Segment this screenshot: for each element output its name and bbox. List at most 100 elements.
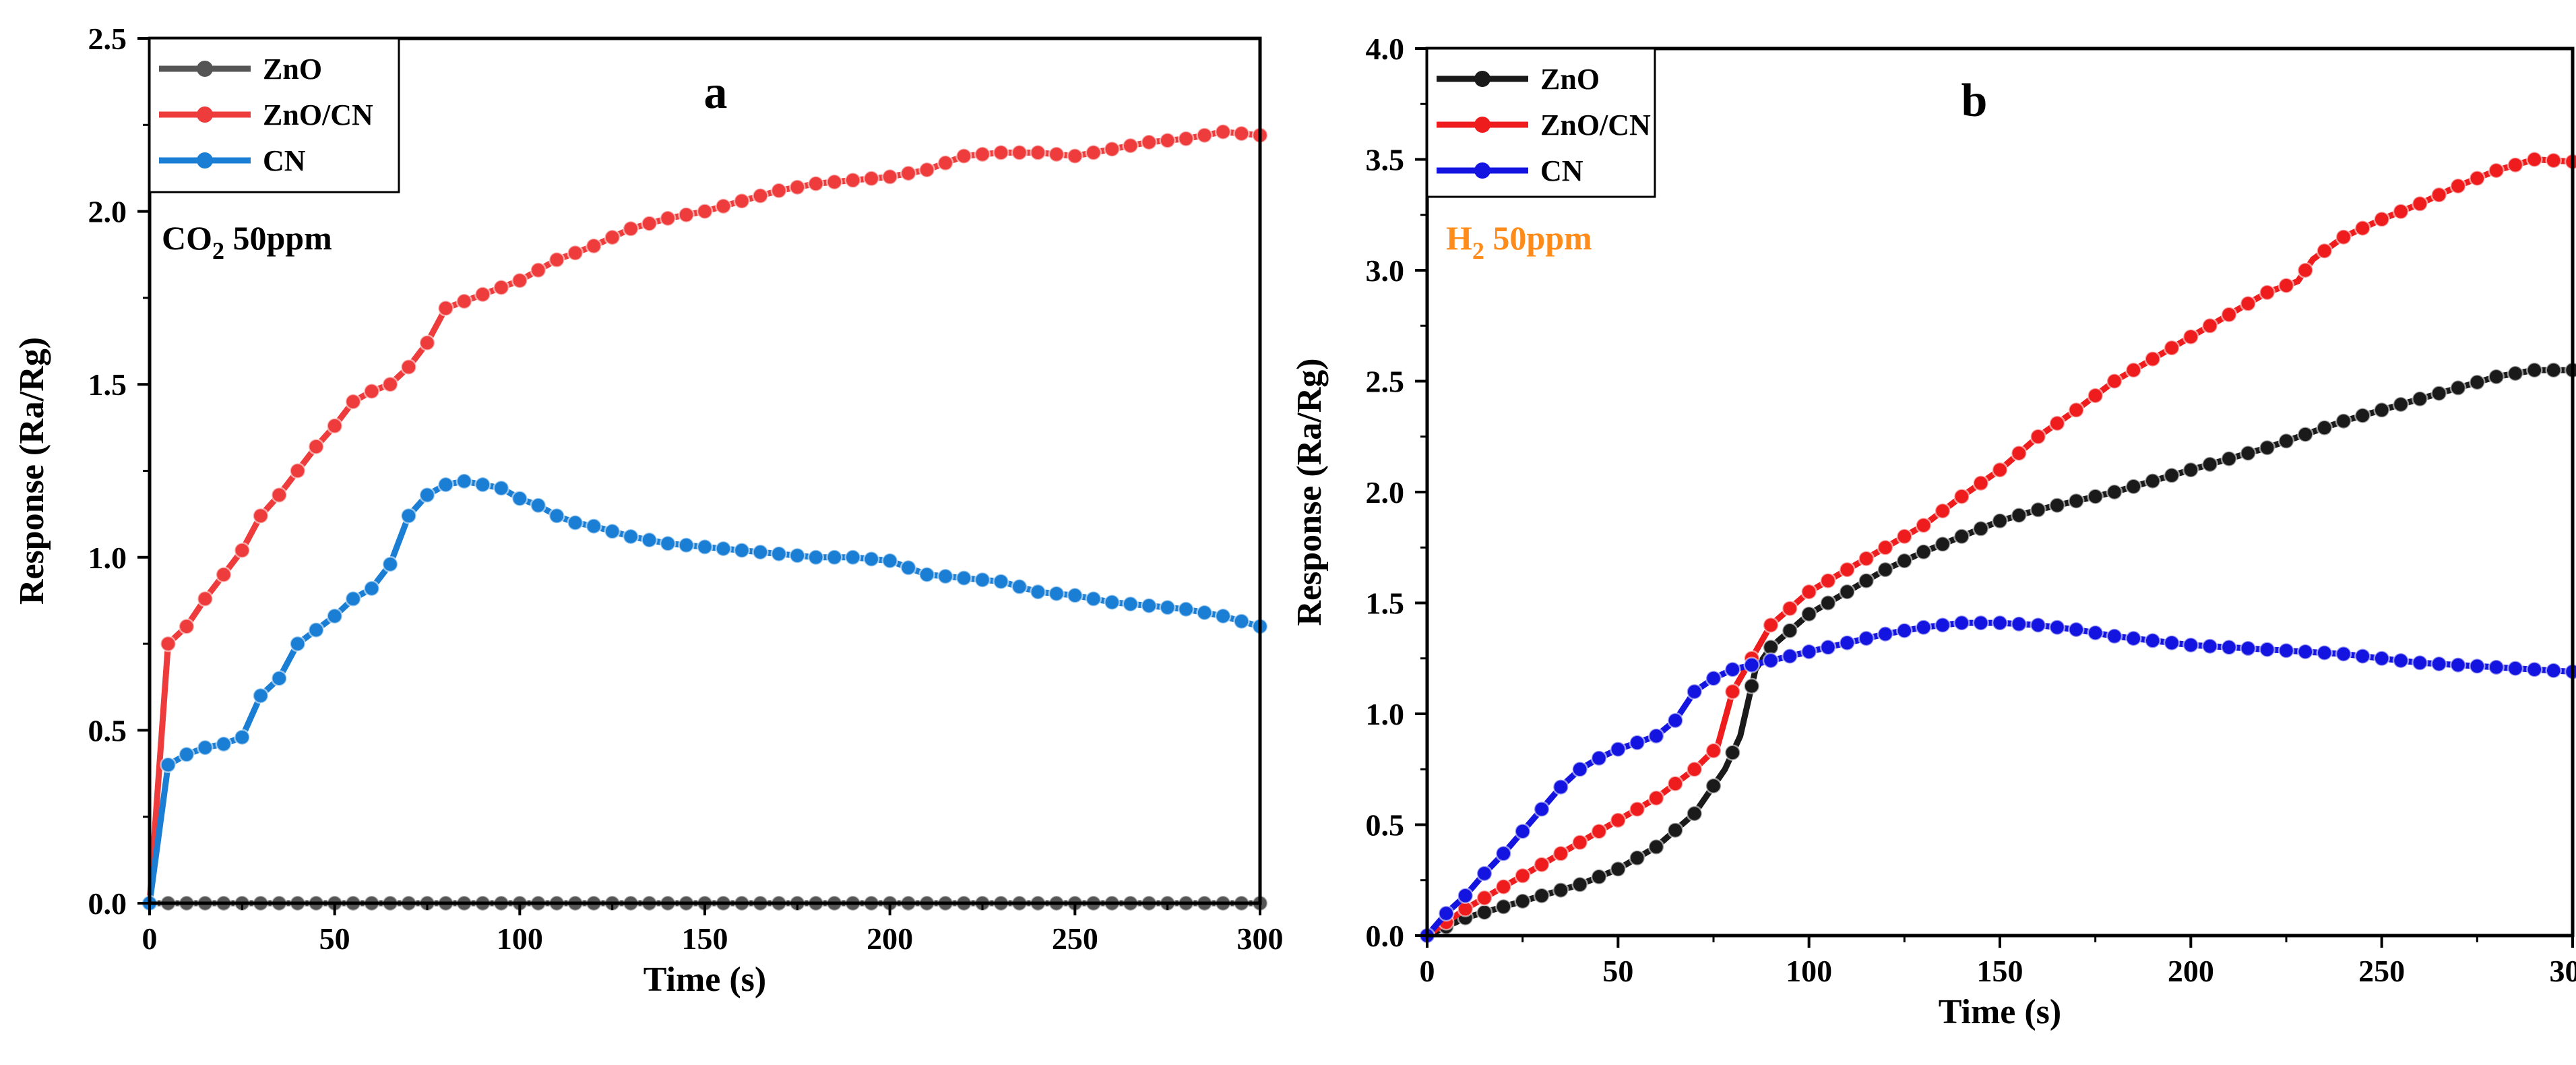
data-point (733, 192, 751, 210)
data-point (2030, 501, 2046, 518)
data-point (1610, 861, 1627, 878)
data-point (2297, 643, 2314, 661)
data-point (1991, 614, 2009, 632)
data-point (1495, 878, 1512, 895)
data-point (937, 154, 954, 172)
data-point (733, 542, 751, 559)
data-point (1233, 613, 1250, 630)
x-axis-label: Time (s) (1939, 993, 2061, 1031)
legend-label: ZnO/CN (1540, 109, 1651, 142)
data-point (474, 476, 491, 493)
data-point (1667, 775, 1684, 792)
data-point (2220, 639, 2238, 656)
data-point (1647, 839, 1665, 855)
data-point (567, 244, 584, 262)
data-point (1858, 630, 1875, 647)
data-point (1667, 712, 1684, 729)
series-cn (1418, 614, 2576, 944)
data-point (974, 146, 991, 163)
data-point (585, 237, 602, 255)
legend-swatch-marker (197, 106, 213, 123)
data-point (2011, 507, 2028, 524)
data-point (289, 635, 306, 652)
gas-concentration: 50ppm (224, 219, 332, 257)
y-tick-label: 0.0 (1366, 919, 1405, 953)
y-tick-label: 2.5 (1366, 365, 1405, 399)
data-point (530, 497, 547, 514)
series-zno-cn (1418, 151, 2576, 944)
data-point (1705, 777, 1722, 795)
data-point (197, 590, 214, 607)
y-tick-label: 3.5 (1366, 143, 1405, 177)
series-cn (141, 473, 1269, 912)
data-point (511, 272, 528, 289)
x-tick-label: 150 (1977, 954, 2023, 988)
data-point (789, 547, 806, 564)
data-point (752, 543, 769, 561)
data-point (1934, 536, 1951, 553)
data-point (2068, 402, 2085, 419)
data-point (1782, 648, 1798, 665)
gas-formula: H (1446, 219, 1472, 257)
data-point (1233, 125, 1250, 142)
x-tick-label: 0 (1420, 954, 1435, 988)
y-tick-label: 4.0 (1366, 32, 1405, 66)
data-point (1590, 823, 1608, 840)
gas-annotation: H2 50ppm (1446, 219, 1592, 264)
data-point (2068, 621, 2085, 638)
data-point (993, 573, 1009, 590)
x-tick-label: 100 (497, 921, 543, 956)
data-point (2220, 450, 2238, 467)
data-point (1495, 845, 1512, 862)
data-point (511, 490, 528, 507)
data-point (659, 210, 677, 227)
data-point (1177, 130, 1195, 148)
data-point (1048, 146, 1065, 163)
data-point (1196, 604, 1213, 621)
data-point (418, 487, 436, 504)
data-point (1782, 600, 1798, 617)
data-point (381, 375, 399, 393)
y-tick-label: 1.0 (88, 541, 127, 575)
data-point (696, 539, 714, 555)
x-tick-label: 200 (867, 921, 913, 956)
data-point (715, 540, 732, 557)
data-point (2335, 229, 2352, 245)
data-point (1762, 617, 1780, 634)
gas-concentration: 50ppm (1484, 219, 1592, 257)
data-point (1915, 543, 1932, 561)
data-point (1896, 528, 1913, 545)
data-point (548, 251, 565, 268)
data-point (2048, 619, 2066, 636)
data-point (437, 476, 454, 493)
data-point (2030, 428, 2046, 446)
data-point (1085, 144, 1102, 161)
data-point (2277, 642, 2295, 659)
legend-swatch-marker (1474, 117, 1490, 133)
data-point (2144, 632, 2161, 649)
data-point (1495, 898, 1512, 915)
data-point (2011, 615, 2028, 633)
data-point (1915, 517, 1932, 534)
data-point (2526, 361, 2543, 379)
data-point (1159, 599, 1176, 616)
data-point (1762, 652, 1780, 669)
data-point (1571, 834, 1588, 851)
data-point (1140, 597, 1158, 614)
data-point (2412, 655, 2428, 671)
y-tick-label: 2.0 (88, 195, 127, 229)
data-point (1590, 868, 1608, 886)
y-tick-label: 2.5 (88, 22, 127, 56)
data-point (1972, 614, 1989, 632)
x-tick-label: 100 (1786, 954, 1832, 988)
data-point (2048, 497, 2066, 514)
data-point (307, 438, 325, 455)
data-point (2430, 186, 2447, 204)
data-point (1590, 750, 1608, 767)
data-point (1571, 876, 1588, 893)
data-point (622, 528, 639, 545)
data-point (2392, 396, 2410, 413)
data-point (1476, 865, 1493, 882)
data-point (2526, 661, 2543, 678)
data-point (1514, 823, 1531, 840)
